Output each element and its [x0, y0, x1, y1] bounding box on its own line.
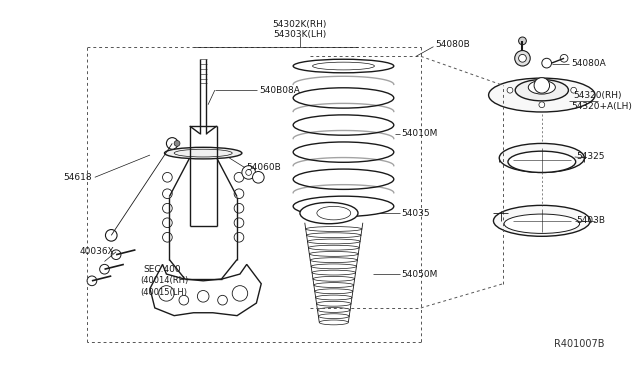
Ellipse shape — [317, 206, 351, 220]
Ellipse shape — [306, 227, 362, 231]
Ellipse shape — [174, 149, 232, 157]
Text: 54302K(RH): 54302K(RH) — [273, 20, 327, 29]
Circle shape — [253, 171, 264, 183]
Circle shape — [560, 54, 568, 62]
Circle shape — [234, 218, 244, 228]
Circle shape — [163, 189, 172, 199]
Ellipse shape — [293, 59, 394, 73]
Circle shape — [539, 102, 545, 108]
Circle shape — [197, 291, 209, 302]
Ellipse shape — [300, 202, 358, 224]
Ellipse shape — [293, 115, 394, 135]
Ellipse shape — [293, 196, 394, 217]
Circle shape — [246, 170, 252, 175]
Circle shape — [518, 54, 526, 62]
Circle shape — [571, 87, 577, 93]
Ellipse shape — [313, 276, 355, 281]
Circle shape — [234, 232, 244, 242]
Circle shape — [234, 203, 244, 213]
Ellipse shape — [312, 62, 374, 70]
Text: 54618: 54618 — [63, 173, 92, 182]
Circle shape — [106, 230, 117, 241]
Circle shape — [232, 286, 248, 301]
Circle shape — [515, 51, 530, 66]
Text: 54320(RH): 54320(RH) — [573, 90, 621, 100]
Ellipse shape — [504, 214, 580, 233]
Circle shape — [534, 78, 550, 93]
Text: 540B08A: 540B08A — [259, 86, 300, 95]
Circle shape — [163, 232, 172, 242]
Text: 54080B: 54080B — [435, 40, 470, 49]
Ellipse shape — [499, 144, 584, 173]
Circle shape — [507, 87, 513, 93]
Ellipse shape — [310, 258, 357, 263]
Circle shape — [518, 37, 526, 45]
Circle shape — [234, 189, 244, 199]
Circle shape — [166, 138, 178, 149]
Ellipse shape — [318, 314, 349, 318]
Ellipse shape — [488, 78, 595, 112]
Text: 54050M: 54050M — [401, 270, 438, 279]
Text: 54325: 54325 — [577, 153, 605, 161]
Ellipse shape — [316, 295, 352, 300]
Circle shape — [163, 218, 172, 228]
Circle shape — [218, 295, 227, 305]
Ellipse shape — [319, 320, 348, 325]
Polygon shape — [150, 264, 261, 316]
Text: 54303K(LH): 54303K(LH) — [273, 30, 326, 39]
Circle shape — [179, 295, 189, 305]
Ellipse shape — [515, 80, 568, 101]
Ellipse shape — [307, 239, 360, 244]
Ellipse shape — [311, 264, 356, 269]
Text: 54035: 54035 — [401, 209, 430, 218]
Circle shape — [234, 173, 244, 182]
Ellipse shape — [314, 283, 354, 288]
Ellipse shape — [493, 205, 590, 236]
Ellipse shape — [164, 147, 242, 159]
Ellipse shape — [309, 251, 358, 256]
Text: 54010M: 54010M — [401, 129, 438, 138]
Text: 54080A: 54080A — [571, 59, 605, 68]
Circle shape — [87, 276, 97, 286]
Ellipse shape — [312, 270, 356, 275]
Text: (40014(RH): (40014(RH) — [140, 276, 189, 285]
Ellipse shape — [293, 142, 394, 162]
Circle shape — [163, 173, 172, 182]
Text: 40036X: 40036X — [79, 247, 114, 256]
Text: 54060B: 54060B — [247, 163, 282, 172]
Text: (40015(LH): (40015(LH) — [140, 288, 188, 297]
Ellipse shape — [317, 301, 351, 306]
Ellipse shape — [293, 169, 394, 189]
Text: 5403B: 5403B — [577, 217, 605, 225]
Ellipse shape — [307, 233, 361, 238]
Ellipse shape — [315, 289, 353, 294]
Circle shape — [174, 141, 180, 146]
Circle shape — [100, 264, 109, 274]
Circle shape — [163, 203, 172, 213]
Ellipse shape — [528, 81, 556, 94]
Ellipse shape — [293, 88, 394, 108]
Circle shape — [542, 58, 552, 68]
Text: R401007B: R401007B — [554, 339, 605, 349]
Text: 54320+A(LH): 54320+A(LH) — [571, 102, 632, 111]
Ellipse shape — [508, 151, 576, 173]
Circle shape — [159, 286, 174, 301]
Circle shape — [111, 250, 121, 260]
Ellipse shape — [308, 245, 359, 250]
Ellipse shape — [317, 308, 350, 312]
Text: SEC.400: SEC.400 — [143, 265, 181, 274]
Circle shape — [242, 166, 255, 179]
